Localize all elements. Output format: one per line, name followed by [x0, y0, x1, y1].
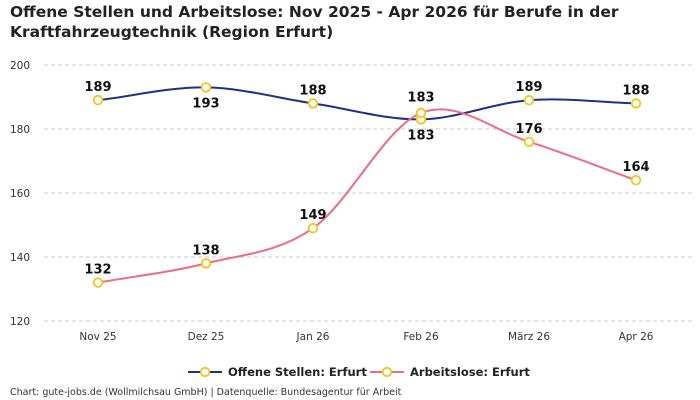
data-label: 193 [192, 96, 219, 111]
series-line-arbeitslose [97, 108, 637, 284]
legend-swatch-offene-stellen [188, 366, 222, 378]
y-tick-label: 120 [10, 316, 30, 328]
legend-item-offene-stellen: Offene Stellen: Erfurt [188, 362, 367, 382]
data-markers [92, 82, 642, 288]
data-point [92, 94, 104, 106]
data-point [200, 258, 212, 269]
data-point [200, 82, 212, 93]
data-point [523, 94, 535, 106]
legend-item-arbeitslose: Arbeitslose: Erfurt [370, 362, 530, 382]
x-tick-label: Dez 25 [188, 331, 225, 343]
x-tick-label: Nov 25 [79, 331, 116, 343]
x-tick-label: Feb 26 [403, 331, 439, 343]
data-label: 176 [515, 122, 542, 137]
legend: Offene Stellen: Erfurt Arbeitslose: Erfu… [0, 362, 700, 382]
data-point [523, 136, 535, 148]
legend-swatch-arbeitslose [370, 366, 404, 378]
data-label: 188 [299, 83, 326, 98]
data-label: 189 [515, 80, 542, 95]
data-label: 149 [299, 208, 326, 223]
data-labels: 189 193 188 183 189 188 132 138 149 176 164 183 [84, 80, 649, 277]
data-label: 183 [407, 128, 434, 143]
y-tick-label: 200 [10, 60, 30, 72]
data-point [92, 277, 104, 288]
x-axis-ticks: Nov 25 Dez 25 Jan 26 Feb 26 März 26 Apr 26 [79, 331, 653, 343]
legend-label-offene-stellen: Offene Stellen: Erfurt [228, 365, 367, 379]
line-chart: 120 140 160 180 200 Nov 25 Dez 25 Jan 26 Feb 26… [10, 60, 692, 343]
legend-label-arbeitslose: Arbeitslose: Erfurt [410, 365, 530, 379]
series-lines [97, 86, 637, 284]
y-tick-label: 180 [10, 124, 30, 136]
grid-lines [44, 64, 692, 322]
source-note: Chart: gute-jobs.de (Wollmilchsau GmbH) … [10, 387, 402, 398]
data-point [307, 222, 319, 234]
data-label: 164 [622, 160, 649, 175]
data-label: 189 [84, 80, 111, 95]
data-label: 183 [407, 90, 434, 105]
data-point [630, 174, 642, 186]
y-tick-label: 140 [10, 252, 30, 264]
data-point [630, 98, 642, 109]
x-tick-label: Apr 26 [619, 331, 654, 343]
y-axis-ticks: 120 140 160 180 200 [10, 60, 30, 328]
y-tick-label: 160 [10, 188, 30, 200]
data-label: 132 [84, 263, 111, 278]
x-tick-label: März 26 [508, 331, 550, 343]
data-point [415, 107, 427, 119]
series-line-offene-stellen [97, 86, 637, 121]
data-point [307, 98, 319, 109]
data-label: 138 [192, 243, 219, 258]
chart-title: Offene Stellen und Arbeitslose: Nov 2025… [10, 3, 619, 41]
x-tick-label: Jan 26 [296, 331, 330, 343]
data-label: 188 [622, 83, 649, 98]
